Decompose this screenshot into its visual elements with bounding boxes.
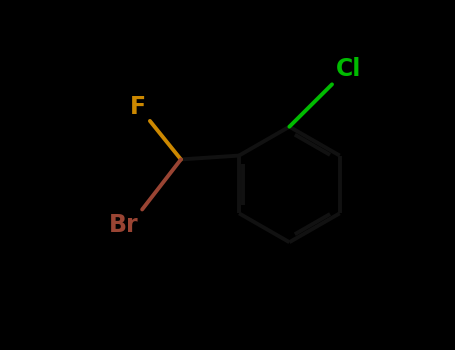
Text: F: F <box>130 96 146 119</box>
Text: Br: Br <box>109 214 138 237</box>
Text: Cl: Cl <box>336 56 361 80</box>
